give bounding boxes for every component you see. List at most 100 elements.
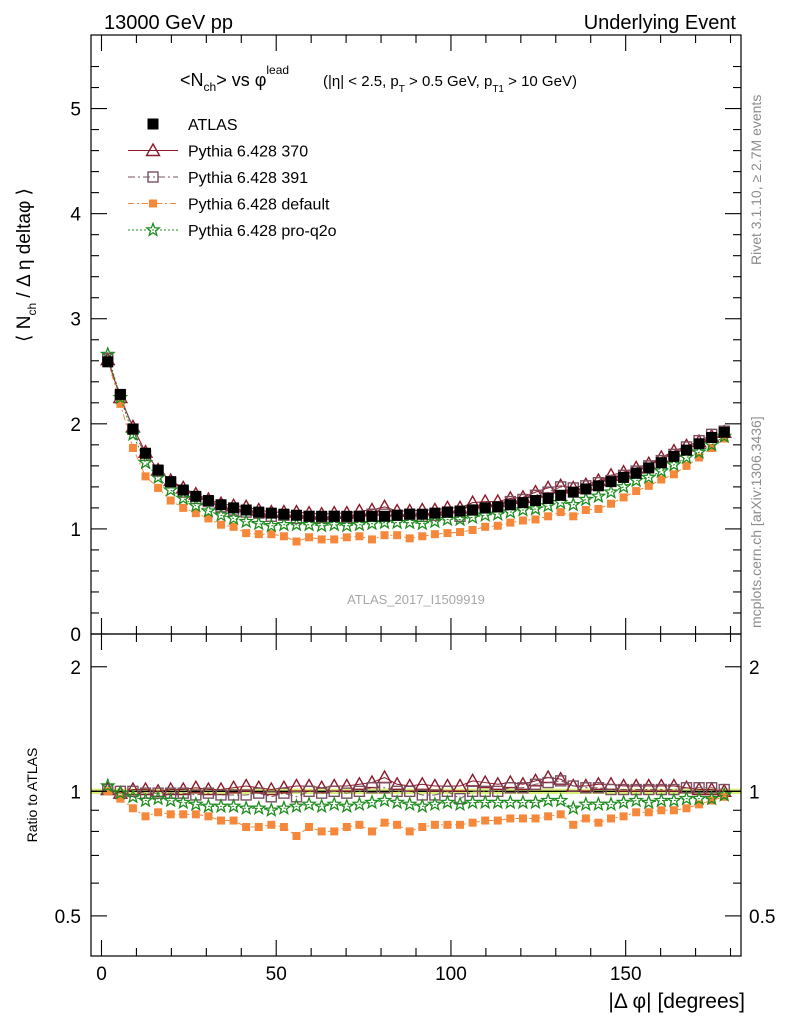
ratio-point-pq2o xyxy=(502,794,519,810)
ratio-point-p391 xyxy=(152,787,164,799)
main-point-pdefault xyxy=(430,530,439,539)
main-point-atlas xyxy=(177,484,189,496)
main-point-pdefault xyxy=(682,461,691,470)
main-point-atlas xyxy=(140,447,152,459)
ratio-line-pq2o xyxy=(107,785,725,811)
legend-label-p370: Pythia 6.428 370 xyxy=(188,144,308,161)
main-point-atlas xyxy=(102,356,114,368)
y-tick-label-ratio: 0.5 xyxy=(55,907,81,928)
main-point-pdefault xyxy=(380,531,389,540)
main-point-pq2o xyxy=(162,481,179,497)
ratio-point-pdefault xyxy=(279,822,288,831)
main-point-pdefault xyxy=(405,534,414,543)
main-point-pq2o xyxy=(313,517,330,533)
legend-marker-pdefault xyxy=(149,199,157,208)
x-tick-label: 150 xyxy=(610,964,642,985)
ratio-line-p370 xyxy=(107,776,725,794)
title-mid-sup: lead xyxy=(266,63,289,77)
ratio-point-pdefault xyxy=(179,810,188,819)
y-tick-label-main: 0 xyxy=(70,625,81,646)
ratio-point-pq2o xyxy=(137,792,154,808)
title-cuts-b: > 0.5 GeV, p xyxy=(405,73,492,90)
ratio-point-pq2o xyxy=(527,794,544,810)
ratio-point-p370 xyxy=(515,776,531,790)
y-tick-label-ratio-right: 2 xyxy=(749,658,760,679)
y-tick-label-main: 2 xyxy=(70,415,81,436)
main-point-atlas xyxy=(592,480,604,492)
main-point-atlas xyxy=(542,492,554,504)
main-point-pq2o xyxy=(326,516,343,532)
ratio-point-pdefault xyxy=(217,816,225,825)
legend-marker-pq2o xyxy=(145,221,161,237)
main-point-atlas xyxy=(240,504,252,516)
ratio-point-pq2o xyxy=(703,790,720,806)
main-series-pdefault xyxy=(103,356,729,546)
svg-text:(|η| < 2.5, pT > 0.5 GeV, pT1: (|η| < 2.5, pT > 0.5 GeV, pT1 > 10 GeV) xyxy=(323,73,577,95)
y-tick-label-main: 5 xyxy=(70,100,81,121)
main-series-atlas xyxy=(102,356,730,522)
ratio-point-p391 xyxy=(429,789,441,801)
ratio-point-p391 xyxy=(567,780,579,792)
y-tick-label-main: 4 xyxy=(70,205,81,226)
ratio-point-pdefault xyxy=(518,814,527,823)
ratio-point-pdefault xyxy=(695,800,704,809)
ratio-point-pdefault xyxy=(556,810,565,819)
main-point-pdefault xyxy=(531,515,540,524)
main-point-pdefault xyxy=(292,537,301,546)
ratio-point-p370 xyxy=(313,779,330,794)
main-point-pdefault xyxy=(456,528,465,537)
ratio-point-pdefault xyxy=(154,808,163,817)
ratio-point-pq2o xyxy=(313,797,330,814)
analysis-id: ATLAS_2017_I1509919 xyxy=(347,592,485,607)
main-point-atlas xyxy=(454,505,466,517)
main-point-pdefault xyxy=(128,443,137,452)
ratio-point-pq2o xyxy=(716,786,733,802)
ratio-point-p370 xyxy=(225,779,242,794)
main-point-pdefault xyxy=(518,516,527,525)
ratio-point-p391 xyxy=(605,783,617,796)
legend-label-pdefault: Pythia 6.428 default xyxy=(188,197,330,214)
ratio-point-pq2o xyxy=(628,792,645,808)
ratio-point-pdefault xyxy=(254,822,263,831)
main-point-atlas xyxy=(517,497,529,509)
main-point-atlas xyxy=(680,444,692,456)
ratio-point-pq2o xyxy=(552,792,569,808)
ratio-point-pdefault xyxy=(128,804,137,813)
ratio-point-p391 xyxy=(529,778,542,790)
y-tick-label-ratio-right: 1 xyxy=(749,782,760,803)
ratio-point-pdefault xyxy=(191,810,200,819)
main-point-pdefault xyxy=(481,522,490,531)
main-point-atlas xyxy=(668,450,680,462)
ratio-point-p391 xyxy=(454,792,466,805)
ratio-point-p391 xyxy=(554,775,567,787)
main-point-pdefault xyxy=(116,399,125,408)
main-point-atlas xyxy=(379,510,391,522)
main-point-atlas xyxy=(404,508,416,520)
ratio-point-p370 xyxy=(213,781,229,796)
main-point-atlas xyxy=(643,462,655,474)
main-point-pdefault xyxy=(279,532,288,541)
main-point-pq2o xyxy=(577,491,594,507)
main-point-pdefault xyxy=(342,533,351,542)
ratio-point-pdefault xyxy=(493,816,502,825)
main-point-pdefault xyxy=(581,505,590,514)
ratio-point-pq2o xyxy=(238,799,255,816)
main-point-pq2o xyxy=(640,469,657,485)
main-point-atlas xyxy=(567,486,579,498)
ratio-point-p370 xyxy=(414,776,430,790)
ratio-point-p370 xyxy=(339,778,355,792)
main-point-atlas xyxy=(253,506,265,518)
ratio-point-pq2o xyxy=(99,777,116,793)
ratio-point-p370 xyxy=(615,778,632,792)
main-point-pq2o xyxy=(615,478,632,494)
ratio-point-pdefault xyxy=(317,827,326,836)
main-point-pdefault xyxy=(141,472,150,481)
ratio-point-p391 xyxy=(164,787,177,799)
ratio-point-p370 xyxy=(552,771,569,785)
ratio-point-pdefault xyxy=(380,818,389,827)
main-point-pdefault xyxy=(607,499,615,508)
main-point-pdefault xyxy=(493,521,502,530)
ratio-series-pdefault xyxy=(103,787,729,840)
y-axis-label-main: ⟨ Nch / Δ η deltaφ ⟩ xyxy=(14,188,39,342)
